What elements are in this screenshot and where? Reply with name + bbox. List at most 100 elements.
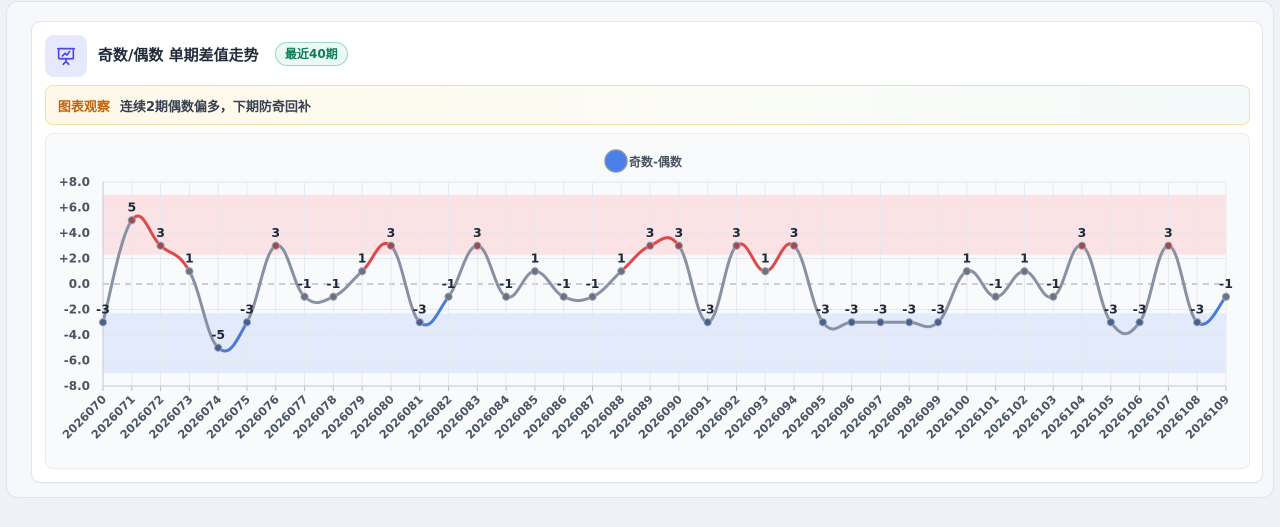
data-label: -1 <box>442 276 456 291</box>
data-point <box>559 292 568 301</box>
line-segment <box>187 269 220 350</box>
line-segment <box>562 295 595 303</box>
data-point <box>847 318 856 327</box>
data-point <box>98 318 108 327</box>
data-label: -1 <box>499 276 513 291</box>
y-tick-label: -6.0 <box>64 354 90 368</box>
data-point <box>646 241 655 250</box>
high-band <box>103 194 1226 255</box>
chart-container: +8.0 +6.0 +4.0 +2.0 0.0 -2.0 -4.0 -6.0 -8.0 2026… <box>45 133 1250 469</box>
line-segment <box>130 214 163 248</box>
data-point <box>905 318 914 327</box>
data-point <box>1164 241 1173 250</box>
data-point <box>818 318 827 327</box>
data-label: 1 <box>185 250 194 265</box>
chart-grid <box>102 181 1227 387</box>
data-point <box>444 292 453 301</box>
data-label: 1 <box>761 250 770 265</box>
data-label: -3 <box>701 301 715 316</box>
observation-text: 连续2期偶数偏多，下期防奇回补 <box>120 99 312 115</box>
data-point <box>156 241 165 250</box>
legend-label: 奇数-偶数 <box>629 154 683 169</box>
data-label: -3 <box>816 301 830 316</box>
data-point <box>185 267 194 276</box>
data-point <box>1077 241 1087 250</box>
data-label: 3 <box>675 225 684 240</box>
y-tick-label: +2.0 <box>59 252 90 266</box>
line-segment <box>792 244 825 324</box>
chart-observation-banner: 图表观察 连续2期偶数偏多，下期防奇回补 <box>45 85 1250 125</box>
data-label: -3 <box>1104 301 1118 316</box>
data-point <box>933 318 943 327</box>
data-label: 3 <box>790 225 799 240</box>
data-point <box>300 292 309 301</box>
data-label: 1 <box>358 250 367 265</box>
data-point <box>962 267 971 276</box>
data-point <box>674 241 683 250</box>
data-label: 1 <box>962 250 971 265</box>
data-label: -3 <box>902 301 916 316</box>
data-label: -1 <box>1046 276 1060 291</box>
data-label: 3 <box>156 225 165 240</box>
data-point <box>1020 267 1029 276</box>
chart-legend[interactable]: 奇数-偶数 <box>604 149 683 173</box>
data-point <box>617 267 626 276</box>
observation-label: 图表观察 <box>58 99 111 115</box>
data-point <box>732 241 741 250</box>
data-label: -1 <box>557 276 571 291</box>
data-point <box>358 267 367 276</box>
line-segment <box>1080 244 1113 324</box>
line-segment <box>245 244 278 324</box>
data-label: 3 <box>646 225 655 240</box>
data-label: -1 <box>326 276 340 291</box>
y-tick-label: +4.0 <box>59 226 90 240</box>
chart-bands <box>103 194 1226 374</box>
data-label: -3 <box>874 301 888 316</box>
data-label: 3 <box>1078 225 1087 240</box>
data-label: 3 <box>271 225 280 240</box>
line-segment <box>303 295 335 305</box>
data-label: -1 <box>586 276 600 291</box>
line-chart: +8.0 +6.0 +4.0 +2.0 0.0 -2.0 -4.0 -6.0 -8.0 2026… <box>59 149 1233 442</box>
data-point <box>1135 318 1144 327</box>
low-band <box>103 313 1226 374</box>
data-label: 1 <box>531 250 540 265</box>
data-point <box>703 318 712 327</box>
data-point <box>789 241 799 250</box>
data-point <box>415 318 424 327</box>
data-label: -5 <box>211 327 225 342</box>
line-segment <box>389 244 422 324</box>
data-label: 3 <box>732 225 741 240</box>
data-label: -1 <box>989 276 1003 291</box>
legend-swatch <box>604 149 628 173</box>
data-label: 3 <box>1164 225 1173 240</box>
data-point <box>502 292 511 301</box>
data-point <box>127 216 136 225</box>
data-label: -1 <box>298 276 312 291</box>
data-point <box>473 241 482 250</box>
data-point <box>876 318 885 327</box>
data-label: -1 <box>1219 276 1233 291</box>
page-panel: 奇数/偶数 单期差值走势 最近40期 图表观察 连续2期偶数偏多，下期防奇回补 … <box>6 1 1274 498</box>
y-tick-label: -2.0 <box>64 303 90 317</box>
data-label: -3 <box>1133 301 1147 316</box>
data-label: -3 <box>413 301 427 316</box>
period-badge: 最近40期 <box>275 42 348 66</box>
data-point <box>214 343 223 352</box>
data-point <box>386 241 396 250</box>
line-segment <box>1109 320 1142 336</box>
data-label: -3 <box>845 301 859 316</box>
data-label: -3 <box>240 301 254 316</box>
data-point <box>242 318 252 327</box>
y-tick-label: 0.0 <box>69 277 90 291</box>
data-label: -3 <box>931 301 945 316</box>
series-points <box>98 216 1231 352</box>
x-axis: 2026070202607120260722026073202607420260… <box>60 385 1232 442</box>
data-point <box>761 267 770 276</box>
data-labels: -3 5 3 1 -5 -3 3 -1 -1 1 3 -3 -1 3 -1 1 -1 -1 1 3 3 -3 3 1 3 -3 -3… <box>96 199 1233 342</box>
data-point <box>1049 292 1058 301</box>
data-point <box>530 267 540 276</box>
y-axis: +8.0 +6.0 +4.0 +2.0 0.0 -2.0 -4.0 -6.0 -8.0 <box>59 175 104 393</box>
data-label: -3 <box>96 301 110 316</box>
data-label: 1 <box>617 250 626 265</box>
